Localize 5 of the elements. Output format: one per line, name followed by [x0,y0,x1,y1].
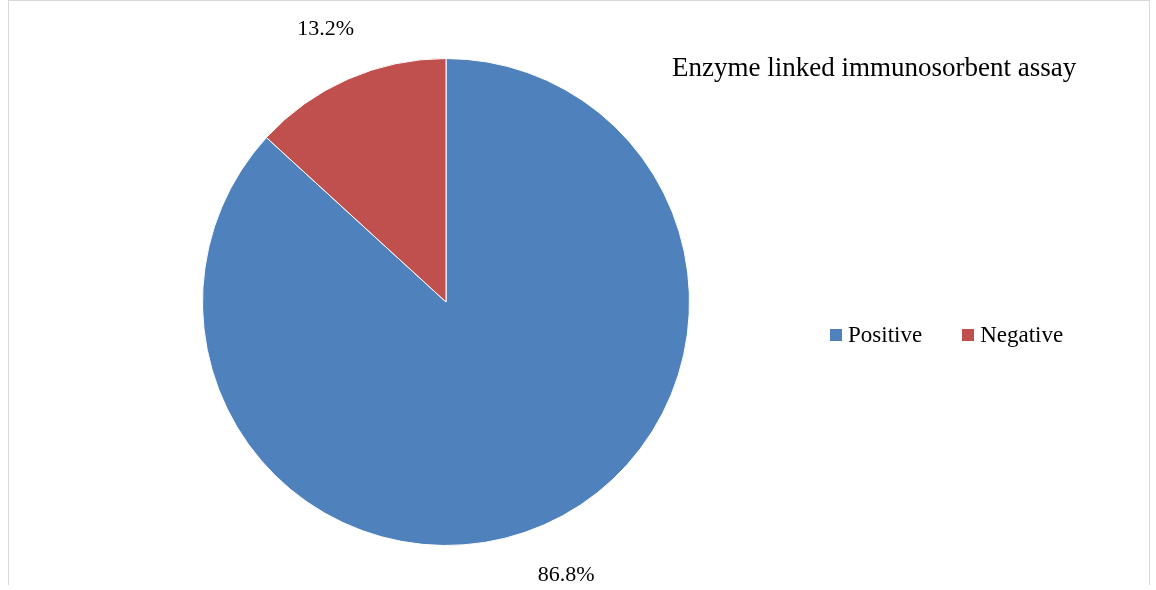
legend-label: Positive [848,322,923,348]
legend-label: Negative [980,322,1064,348]
data-label: 86.8% [537,560,595,586]
data-label: 13.2% [297,14,355,40]
text: Enzyme linked immunosorbent assay [672,52,1077,83]
